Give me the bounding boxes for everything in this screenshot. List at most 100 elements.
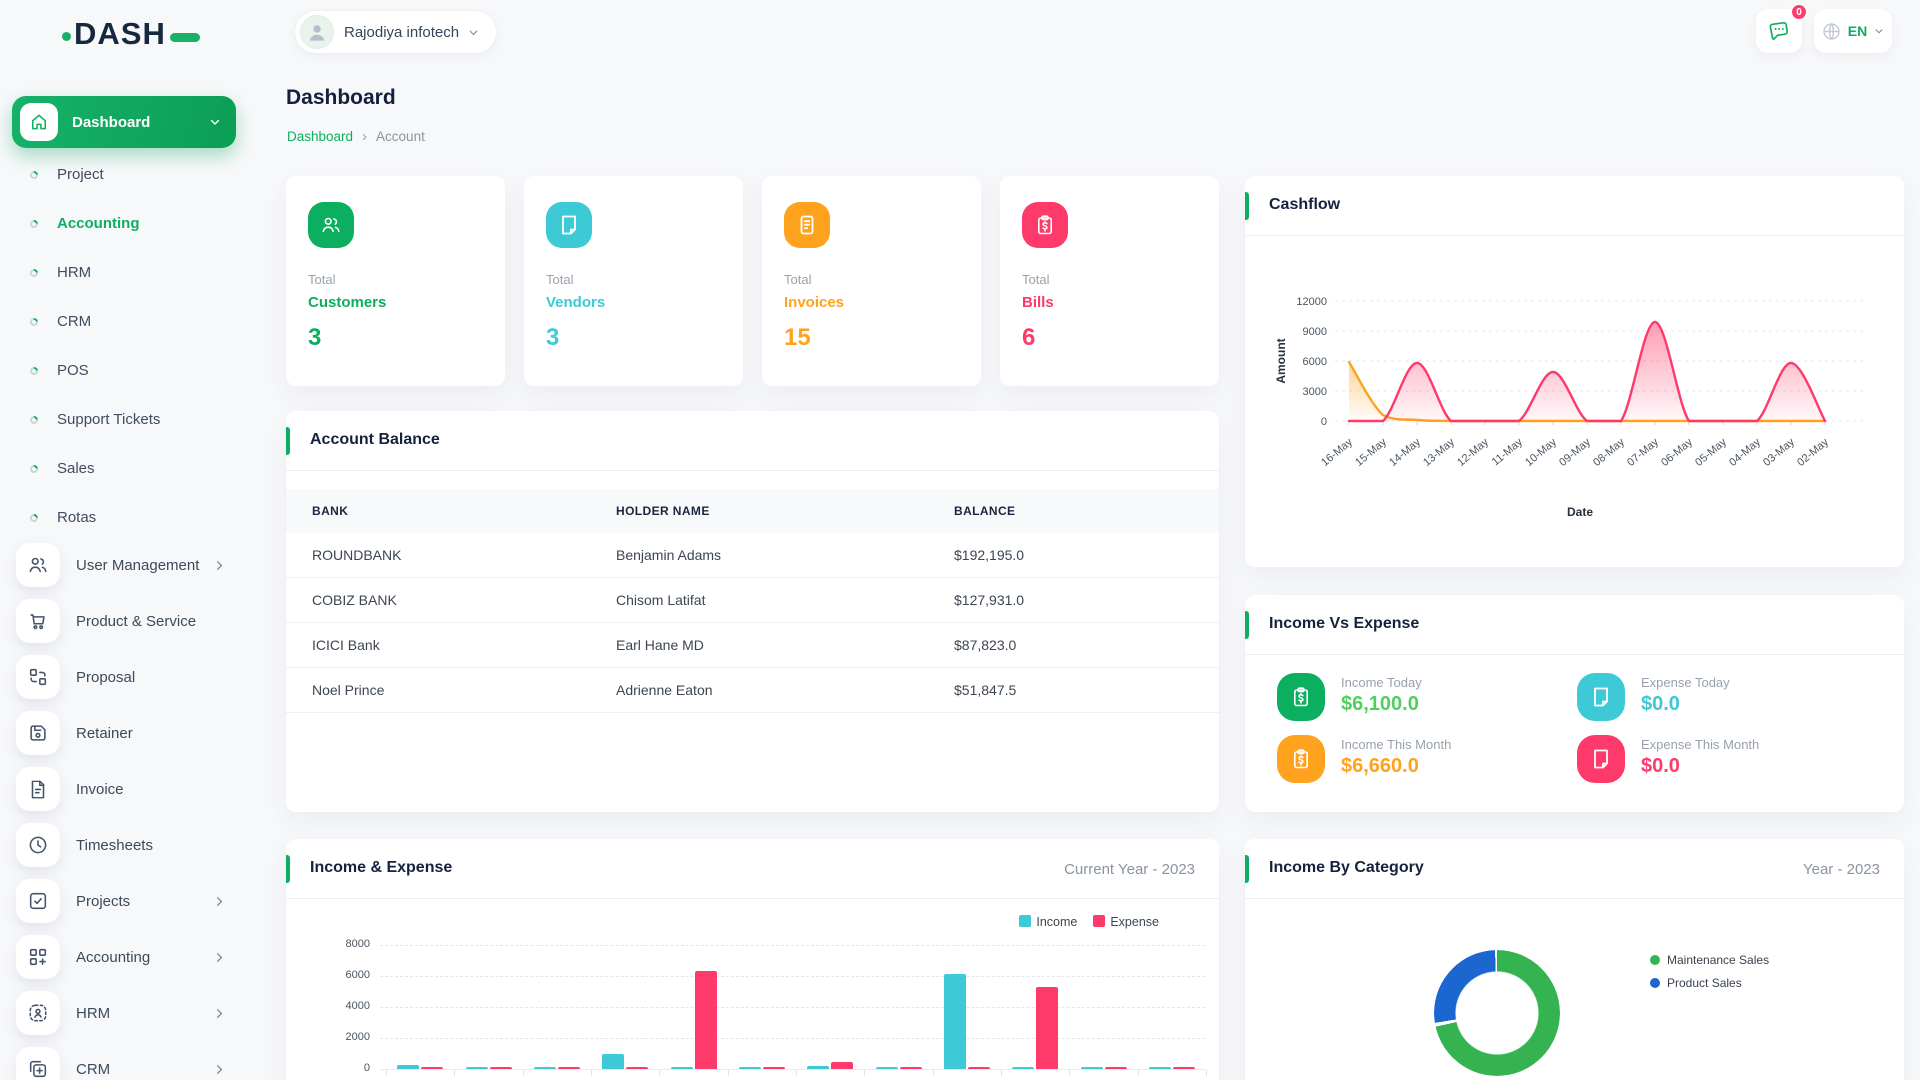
y-axis-label: 0 bbox=[363, 1062, 370, 1074]
bullet-circle-icon bbox=[28, 462, 40, 475]
table-cell: $51,847.5 bbox=[954, 682, 1017, 698]
x-axis-tick bbox=[659, 1069, 661, 1076]
chevron-right-icon bbox=[212, 558, 227, 573]
svg-text:0: 0 bbox=[1321, 416, 1327, 428]
sidebar-item-timesheets[interactable]: Timesheets bbox=[0, 817, 247, 873]
brand-logo[interactable]: DASH bbox=[62, 16, 200, 52]
table-cell: Noel Prince bbox=[312, 682, 385, 698]
language-selector[interactable]: EN bbox=[1814, 9, 1892, 53]
legend-swatch bbox=[1093, 915, 1106, 927]
stat-card-caption: Total bbox=[546, 272, 574, 287]
expense-bar bbox=[421, 1067, 444, 1069]
chevron-down-icon bbox=[208, 115, 222, 129]
x-axis-tick bbox=[796, 1069, 797, 1076]
cart-icon bbox=[16, 599, 60, 643]
table-cell: Earl Hane MD bbox=[616, 637, 704, 653]
stat-card-name: Customers bbox=[308, 294, 387, 311]
sidebar-item-rotas[interactable]: Rotas bbox=[12, 493, 236, 542]
cashflow-panel: Cashflow 12000 9000 6000 3000 0 16-May 15-May 1… bbox=[1245, 176, 1904, 567]
sidebar: DASH Dashboard Project Accounting HRM CRM PO… bbox=[0, 0, 247, 1080]
breadcrumb-separator-icon: › bbox=[362, 128, 368, 145]
stat-card-bills[interactable]: Total Bills 6 bbox=[1000, 176, 1219, 386]
sidebar-item-product-service[interactable]: Product & Service bbox=[0, 593, 247, 649]
legend-item-income: Income bbox=[1019, 915, 1077, 929]
metric-income-this-month: Income This Month $6,660.0 bbox=[1277, 735, 1451, 783]
notifications-button[interactable]: 0 bbox=[1756, 3, 1808, 53]
accent-bar bbox=[286, 427, 290, 455]
stat-card-value: 15 bbox=[784, 324, 811, 351]
gridline bbox=[380, 1069, 1205, 1070]
svg-text:07-May: 07-May bbox=[1625, 436, 1661, 469]
income-bar bbox=[1080, 1067, 1103, 1069]
sidebar-item-support-tickets[interactable]: Support Tickets bbox=[12, 395, 236, 444]
income-bar bbox=[738, 1067, 761, 1069]
gridline bbox=[380, 945, 1205, 946]
gridline bbox=[380, 1038, 1205, 1039]
sidebar-item-accounting[interactable]: Accounting bbox=[12, 199, 236, 248]
expense-bar bbox=[694, 971, 717, 1069]
column-header-holder-name: HOLDER NAME bbox=[616, 504, 710, 518]
chevron-down-icon bbox=[467, 26, 480, 39]
income-bar bbox=[602, 1054, 625, 1069]
breadcrumb-dashboard-link[interactable]: Dashboard bbox=[287, 129, 354, 144]
expense-bar bbox=[557, 1067, 580, 1069]
svg-text:06-May: 06-May bbox=[1659, 436, 1695, 469]
table-row: ICICI Bank Earl Hane MD $87,823.0 bbox=[286, 623, 1219, 668]
globe-icon bbox=[1823, 22, 1840, 40]
sidebar-item-retainer[interactable]: Retainer bbox=[0, 705, 247, 761]
metric-income-today: Income Today $6,100.0 bbox=[1277, 673, 1422, 721]
sidebar-item-project[interactable]: Project bbox=[12, 150, 236, 199]
company-switcher[interactable]: Rajodiya infotech bbox=[294, 10, 498, 54]
gridline bbox=[380, 976, 1205, 977]
svg-text:6000: 6000 bbox=[1303, 356, 1327, 368]
income-by-category-title: Income By Category bbox=[1269, 859, 1424, 876]
sidebar-item-hrm[interactable]: HRM bbox=[12, 248, 236, 297]
sidebar-item-invoice[interactable]: Invoice bbox=[0, 761, 247, 817]
income-bar bbox=[465, 1067, 488, 1069]
users-icon bbox=[308, 202, 354, 248]
sidebar-item-dashboard[interactable]: Dashboard bbox=[12, 96, 236, 148]
panel-header: Income & Expense Current Year - 2023 bbox=[286, 839, 1219, 899]
sidebar-item-proposal[interactable]: Proposal bbox=[0, 649, 247, 705]
income-bar bbox=[397, 1065, 420, 1069]
clipboard-dollar-icon bbox=[1022, 202, 1068, 248]
expense-bar bbox=[1036, 987, 1059, 1069]
svg-text:12000: 12000 bbox=[1296, 296, 1327, 308]
stat-card-name: Vendors bbox=[546, 294, 606, 311]
chat-bubble-icon bbox=[1769, 21, 1788, 40]
logo-accent-dot-icon bbox=[62, 31, 71, 41]
svg-text:10-May: 10-May bbox=[1523, 436, 1559, 469]
sidebar-item-crm[interactable]: CRM bbox=[12, 297, 236, 346]
panel-header: Account Balance bbox=[286, 411, 1219, 471]
account-balance-panel: Account Balance BANK HOLDER NAME BALANCE R… bbox=[286, 411, 1219, 812]
stat-card-caption: Total bbox=[308, 272, 336, 287]
stat-card-invoices[interactable]: Total Invoices 15 bbox=[762, 176, 981, 386]
bullet-circle-icon bbox=[28, 266, 40, 279]
accent-bar bbox=[1245, 611, 1249, 639]
svg-text:09-May: 09-May bbox=[1557, 436, 1593, 469]
sidebar-item-projects[interactable]: Projects bbox=[0, 873, 247, 929]
stat-card-vendors[interactable]: Total Vendors 3 bbox=[524, 176, 743, 386]
column-header-bank: BANK bbox=[312, 504, 349, 518]
legend-swatch bbox=[1019, 915, 1032, 927]
sidebar-item-hrm[interactable]: HRM bbox=[0, 985, 247, 1041]
sidebar-item-crm[interactable]: CRM bbox=[0, 1041, 247, 1080]
income-by-category-year-label: Year - 2023 bbox=[1802, 861, 1880, 878]
expense-bar bbox=[489, 1067, 512, 1069]
sidebar-item-pos[interactable]: POS bbox=[12, 346, 236, 395]
avatar bbox=[300, 15, 334, 49]
table-cell: $127,931.0 bbox=[954, 592, 1025, 608]
expense-bar bbox=[762, 1067, 785, 1069]
metric-expense-today: Expense Today $0.0 bbox=[1577, 673, 1730, 721]
retainer-icon bbox=[16, 711, 60, 755]
sidebar-item-user-management[interactable]: User Management bbox=[0, 537, 247, 593]
sidebar-item-accounting[interactable]: Accounting bbox=[0, 929, 247, 985]
x-axis-tick bbox=[454, 1069, 456, 1076]
metric-value: $0.0 bbox=[1641, 755, 1680, 777]
table-row: ROUNDBANK Benjamin Adams $192,195.0 bbox=[286, 533, 1219, 578]
sidebar-item-sales[interactable]: Sales bbox=[12, 444, 236, 493]
svg-text:Date: Date bbox=[1567, 505, 1593, 519]
metric-value: $6,660.0 bbox=[1341, 755, 1419, 777]
stat-card-customers[interactable]: Total Customers 3 bbox=[286, 176, 505, 386]
